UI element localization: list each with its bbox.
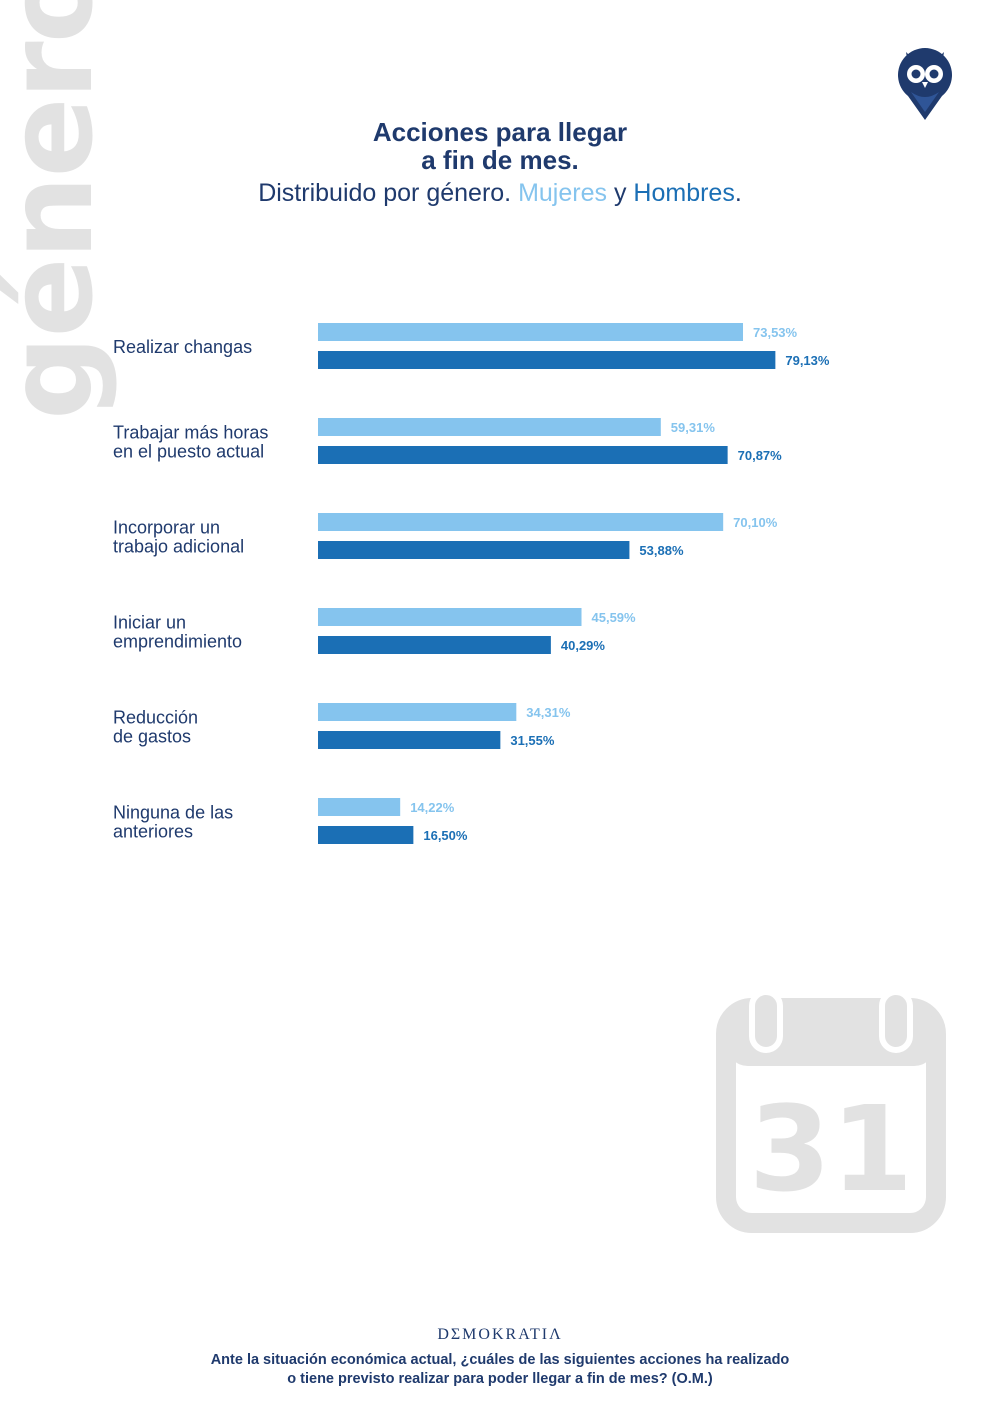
owl-logo-icon <box>898 48 952 121</box>
legend-men: Hombres <box>633 179 735 207</box>
data-label-women: 59,31% <box>671 420 716 435</box>
brand-logo: DΣMOKRATIΛ <box>437 1326 563 1343</box>
bar-men <box>318 636 551 654</box>
bar-men <box>318 446 728 464</box>
subtitle-prefix: Distribuido por género. <box>258 179 519 207</box>
data-label-women: 45,59% <box>592 610 637 625</box>
category-label: Iniciar un <box>113 613 186 633</box>
data-label-women: 14,22% <box>410 800 455 815</box>
data-label-men: 31,55% <box>510 733 555 748</box>
bar-men <box>318 826 414 844</box>
survey-question: Ante la situación económica actual, ¿cuá… <box>0 1351 1000 1389</box>
category-label: Reducción <box>113 708 198 728</box>
category-label: de gastos <box>113 727 191 747</box>
category-label: en el puesto actual <box>113 442 264 462</box>
bar-men <box>318 351 776 369</box>
bar-chart: Realizar changas 73,53% 79,13% Trabajar más… <box>113 323 830 844</box>
data-label-men: 53,88% <box>639 543 684 558</box>
calendar-day: 31 <box>749 1080 913 1218</box>
category-label: trabajo adicional <box>113 537 244 557</box>
subtitle-end: . <box>734 179 742 207</box>
category-label: emprendimiento <box>113 632 242 652</box>
data-label-women: 70,10% <box>733 515 778 530</box>
data-label-women: 34,31% <box>526 705 571 720</box>
chart-header: Acciones para llegar a fin de mes. Distr… <box>0 118 1000 210</box>
bar-men <box>318 541 630 559</box>
legend-women: Mujeres <box>518 179 607 207</box>
chart-title-line-2: a fin de mes. <box>421 145 579 175</box>
category-label: Ninguna de las <box>113 803 233 823</box>
survey-question-line-1: Ante la situación económica actual, ¿cuá… <box>210 1352 790 1368</box>
data-label-men: 40,29% <box>561 638 606 653</box>
data-label-men: 79,13% <box>785 353 830 368</box>
bar-men <box>318 731 501 749</box>
bar-women <box>318 513 724 531</box>
bar-women <box>318 798 401 816</box>
chart-subtitle: Distribuido por género. Mujeres y Hombre… <box>0 176 1000 210</box>
category-label: Trabajar más horas <box>113 423 268 443</box>
category-label: Incorporar un <box>113 518 220 538</box>
chart-title-line-1: Acciones para llegar <box>372 117 628 147</box>
survey-question-line-2: o tiene previsto realizar para poder lle… <box>287 1371 713 1387</box>
data-label-men: 70,87% <box>738 448 783 463</box>
category-label: anteriores <box>113 822 193 842</box>
bar-women <box>318 608 582 626</box>
calendar-icon: 31 <box>716 990 946 1233</box>
data-label-men: 16,50% <box>423 828 468 843</box>
bar-women <box>318 703 517 721</box>
subtitle-and: y <box>607 179 634 207</box>
data-label-women: 73,53% <box>753 325 798 340</box>
bar-women <box>318 418 661 436</box>
bar-women <box>318 323 744 341</box>
category-label: Realizar changas <box>113 337 252 357</box>
